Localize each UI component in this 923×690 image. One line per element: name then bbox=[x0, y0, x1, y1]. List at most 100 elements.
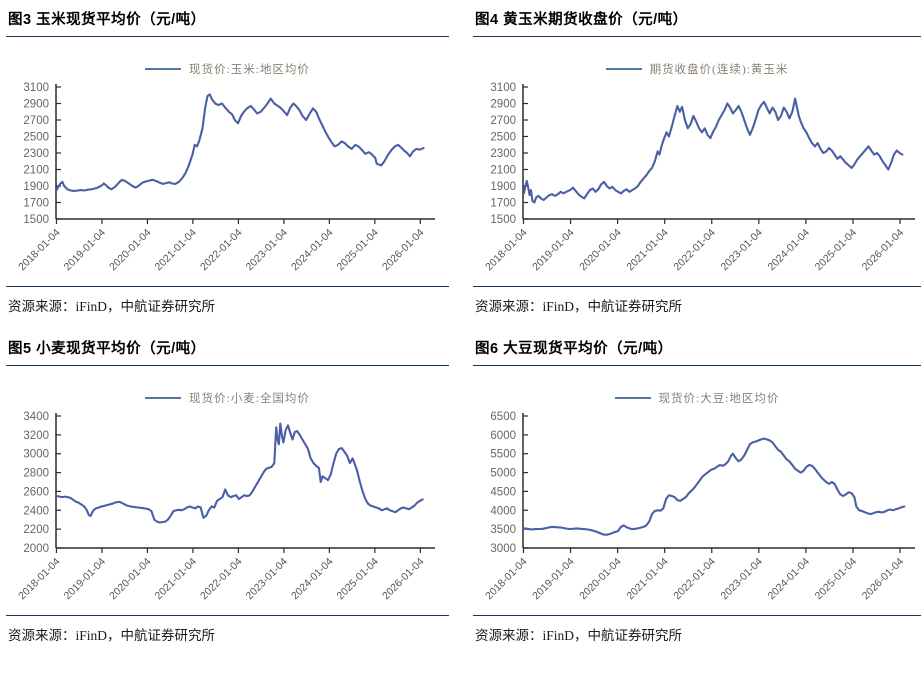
figure-title: 图5 小麦现货平均价（元/吨） bbox=[8, 341, 206, 357]
y-axis-tick-label: 2300 bbox=[490, 148, 516, 160]
x-axis-tick-label: 2021-01-04 bbox=[153, 556, 200, 603]
source-note: 资源来源：iFinD，中航证券研究所 bbox=[475, 628, 683, 643]
x-axis-tick-label: 2023-01-04 bbox=[244, 227, 291, 274]
y-axis-tick-label: 2800 bbox=[23, 468, 49, 480]
x-axis-tick-label: 2025-01-04 bbox=[813, 227, 860, 274]
y-axis-tick-label: 3100 bbox=[23, 82, 49, 94]
y-axis-tick-label: 5000 bbox=[490, 468, 516, 480]
legend-line-swatch bbox=[145, 68, 182, 70]
y-axis-tick-label: 3200 bbox=[23, 430, 49, 442]
y-axis-tick-label: 2500 bbox=[490, 132, 516, 144]
x-axis-tick-label: 2025-01-04 bbox=[335, 227, 382, 274]
x-axis-tick-label: 2018-01-04 bbox=[16, 556, 63, 603]
y-axis-tick-label: 5500 bbox=[490, 449, 516, 461]
price-series-line bbox=[55, 93, 425, 193]
x-axis-tick-label: 2021-01-04 bbox=[624, 227, 671, 274]
x-axis-tick-label: 2026-01-04 bbox=[380, 227, 427, 274]
x-axis-tick-label: 2020-01-04 bbox=[577, 556, 624, 603]
y-axis-tick-label: 2900 bbox=[490, 99, 516, 111]
x-axis-tick-label: 2021-01-04 bbox=[153, 227, 200, 274]
x-axis-tick-label: 2022-01-04 bbox=[671, 556, 718, 603]
legend-line-swatch bbox=[605, 68, 642, 70]
y-axis-tick-label: 2700 bbox=[490, 115, 516, 127]
x-axis-tick-label: 2022-01-04 bbox=[671, 227, 718, 274]
legend: 现货价:玉米:地区均价 bbox=[6, 61, 449, 77]
y-axis-tick-label: 2700 bbox=[23, 115, 49, 127]
y-axis-tick-label: 4000 bbox=[490, 505, 516, 517]
source-note: 资源来源：iFinD，中航证券研究所 bbox=[8, 628, 216, 643]
legend: 期货收盘价(连续):黄玉米 bbox=[473, 61, 921, 77]
y-axis-tick-label: 3000 bbox=[23, 449, 49, 461]
legend: 现货价:大豆:地区均价 bbox=[473, 390, 921, 406]
figure-panel-fig4: 图4 黄玉米期货收盘价（元/吨） 期货收盘价(连续):黄玉米 1500 1700 1… bbox=[473, 4, 921, 317]
x-axis-tick-label: 2025-01-04 bbox=[813, 556, 860, 603]
y-axis-tick-label: 1500 bbox=[23, 214, 49, 226]
y-axis-tick-label: 2000 bbox=[23, 543, 49, 555]
source-note: 资源来源：iFinD，中航证券研究所 bbox=[8, 299, 216, 314]
figure-panel-fig5: 图5 小麦现货平均价（元/吨） 现货价:小麦:全国均价 2000 2200 2400… bbox=[6, 333, 449, 646]
x-axis-tick-label: 2024-01-04 bbox=[289, 556, 336, 603]
title-rule bbox=[6, 365, 449, 366]
price-series-line bbox=[55, 422, 424, 524]
x-axis-tick-label: 2020-01-04 bbox=[107, 227, 154, 274]
price-series-line bbox=[522, 437, 906, 536]
y-axis-tick-label: 3000 bbox=[490, 543, 516, 555]
y-axis-tick-label: 2100 bbox=[490, 165, 516, 177]
x-axis-tick-label: 2024-01-04 bbox=[289, 227, 336, 274]
y-axis-tick-label: 1900 bbox=[23, 181, 49, 193]
figure-panel-fig6: 图6 大豆现货平均价（元/吨） 现货价:大豆:地区均价 3000 3500 4000… bbox=[473, 333, 921, 646]
x-axis-tick-label: 2023-01-04 bbox=[718, 556, 765, 603]
x-axis-tick-label: 2022-01-04 bbox=[198, 227, 245, 274]
y-axis-tick-label: 2400 bbox=[23, 505, 49, 517]
y-axis-tick-label: 2900 bbox=[23, 99, 49, 111]
x-axis-tick-label: 2023-01-04 bbox=[718, 227, 765, 274]
y-axis-tick-label: 2200 bbox=[23, 524, 49, 536]
x-axis-tick-label: 2019-01-04 bbox=[62, 556, 109, 603]
x-axis-tick-label: 2026-01-04 bbox=[860, 556, 907, 603]
legend: 现货价:小麦:全国均价 bbox=[6, 390, 449, 406]
y-axis-tick-label: 3400 bbox=[23, 411, 49, 423]
y-axis-tick-label: 3500 bbox=[490, 524, 516, 536]
y-axis-tick-label: 1900 bbox=[490, 181, 516, 193]
x-axis-tick-label: 2026-01-04 bbox=[380, 556, 427, 603]
y-axis-tick-label: 1500 bbox=[490, 214, 516, 226]
figure-panel-fig3: 图3 玉米现货平均价（元/吨） 现货价:玉米:地区均价 1500 1700 1900… bbox=[6, 4, 449, 317]
line-chart-wheat-spot: 2000 2200 2400 2600 2800 3000 3200 3400 2018-01-… bbox=[16, 411, 435, 603]
x-axis-tick-label: 2024-01-04 bbox=[766, 556, 813, 603]
y-axis-tick-label: 4500 bbox=[490, 486, 516, 498]
price-series-line bbox=[522, 97, 904, 204]
y-axis-tick-label: 2500 bbox=[23, 132, 49, 144]
x-axis-tick-label: 2018-01-04 bbox=[483, 556, 530, 603]
x-axis-tick-label: 2018-01-04 bbox=[16, 227, 63, 274]
legend-line-swatch bbox=[614, 397, 651, 399]
x-axis-tick-label: 2026-01-04 bbox=[860, 227, 907, 274]
legend-label: 现货价:玉米:地区均价 bbox=[189, 64, 310, 76]
x-axis-tick-label: 2023-01-04 bbox=[244, 556, 291, 603]
x-axis-tick-label: 2019-01-04 bbox=[62, 227, 109, 274]
x-axis-tick-label: 2022-01-04 bbox=[198, 556, 245, 603]
figure-title: 图4 黄玉米期货收盘价（元/吨） bbox=[475, 12, 688, 28]
x-axis-tick-label: 2021-01-04 bbox=[624, 556, 671, 603]
y-axis-tick-label: 2300 bbox=[23, 148, 49, 160]
line-chart-corn-spot: 1500 1700 1900 2100 2300 2500 2700 2900 3100 2018… bbox=[16, 82, 435, 274]
footer-rule bbox=[6, 615, 449, 616]
line-chart-soybean-spot: 3000 3500 4000 4500 5000 5500 6000 6500 2018-01-… bbox=[483, 411, 915, 603]
figure-title: 图3 玉米现货平均价（元/吨） bbox=[8, 12, 206, 28]
x-axis-tick-label: 2019-01-04 bbox=[530, 227, 577, 274]
x-axis-tick-label: 2020-01-04 bbox=[107, 556, 154, 603]
footer-rule bbox=[473, 286, 921, 287]
x-axis-tick-label: 2018-01-04 bbox=[483, 227, 530, 274]
legend-label: 现货价:小麦:全国均价 bbox=[189, 393, 310, 405]
y-axis-tick-label: 6500 bbox=[490, 411, 516, 423]
footer-rule bbox=[473, 615, 921, 616]
title-rule bbox=[473, 365, 921, 366]
x-axis-tick-label: 2019-01-04 bbox=[530, 556, 577, 603]
y-axis-tick-label: 2100 bbox=[23, 165, 49, 177]
y-axis-tick-label: 2600 bbox=[23, 486, 49, 498]
footer-rule bbox=[6, 286, 449, 287]
x-axis-tick-label: 2025-01-04 bbox=[335, 556, 382, 603]
y-axis-tick-label: 1700 bbox=[23, 198, 49, 210]
title-rule bbox=[6, 36, 449, 37]
legend-label: 期货收盘价(连续):黄玉米 bbox=[649, 64, 789, 76]
legend-label: 现货价:大豆:地区均价 bbox=[658, 393, 780, 405]
